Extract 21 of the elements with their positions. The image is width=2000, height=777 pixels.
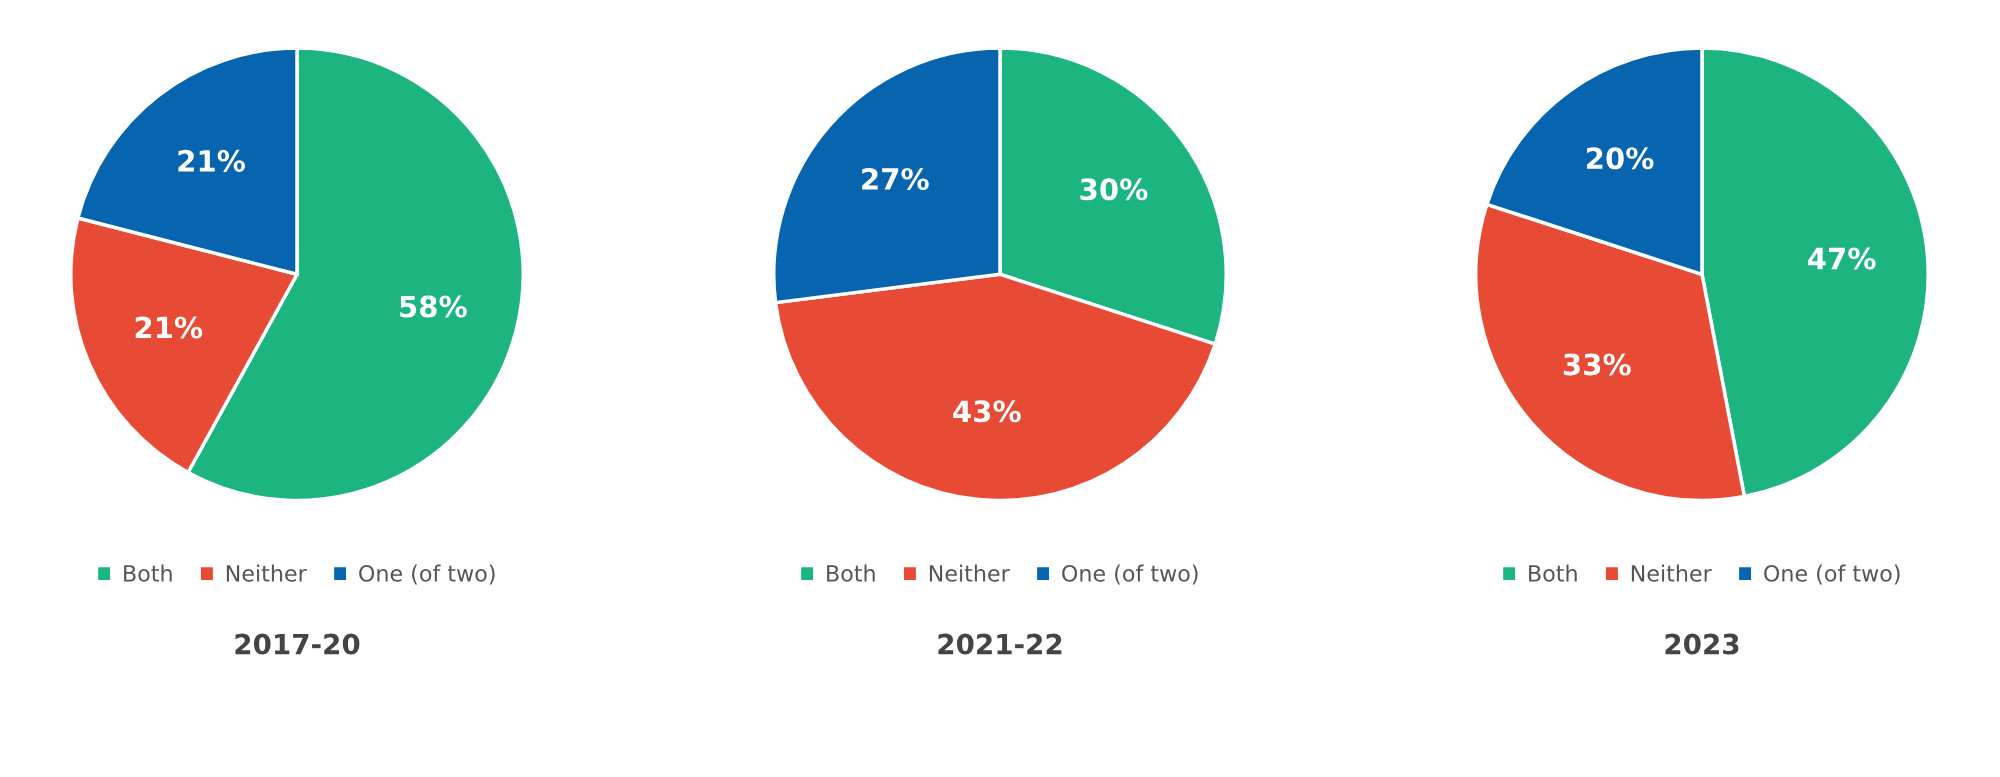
legend-label: Neither: [929, 564, 1010, 582]
data-label: 21%: [135, 316, 203, 339]
text: 2017-20: [235, 633, 360, 655]
legend-label: Both: [1529, 564, 1577, 582]
data-label: 47%: [1808, 247, 1876, 270]
legend-label: One (of two): [359, 564, 495, 585]
legend-label: Both: [124, 564, 172, 582]
legend-label: Neither: [1631, 564, 1712, 582]
data-label: 27%: [862, 167, 929, 190]
legend-label: Both: [827, 564, 875, 582]
data-label: 20%: [1586, 147, 1654, 170]
legend-label: One (of two): [1062, 564, 1198, 585]
legend-label: One (of two): [1764, 564, 1900, 585]
legend-label: Neither: [226, 564, 307, 582]
text: 2021-22: [938, 633, 1062, 655]
data-label: 58%: [400, 295, 467, 318]
text: 2023: [1665, 633, 1739, 655]
data-label: 30%: [1080, 178, 1148, 201]
data-label: 21%: [178, 149, 246, 172]
data-label: 43%: [953, 400, 1021, 423]
data-label: 33%: [1563, 353, 1631, 376]
